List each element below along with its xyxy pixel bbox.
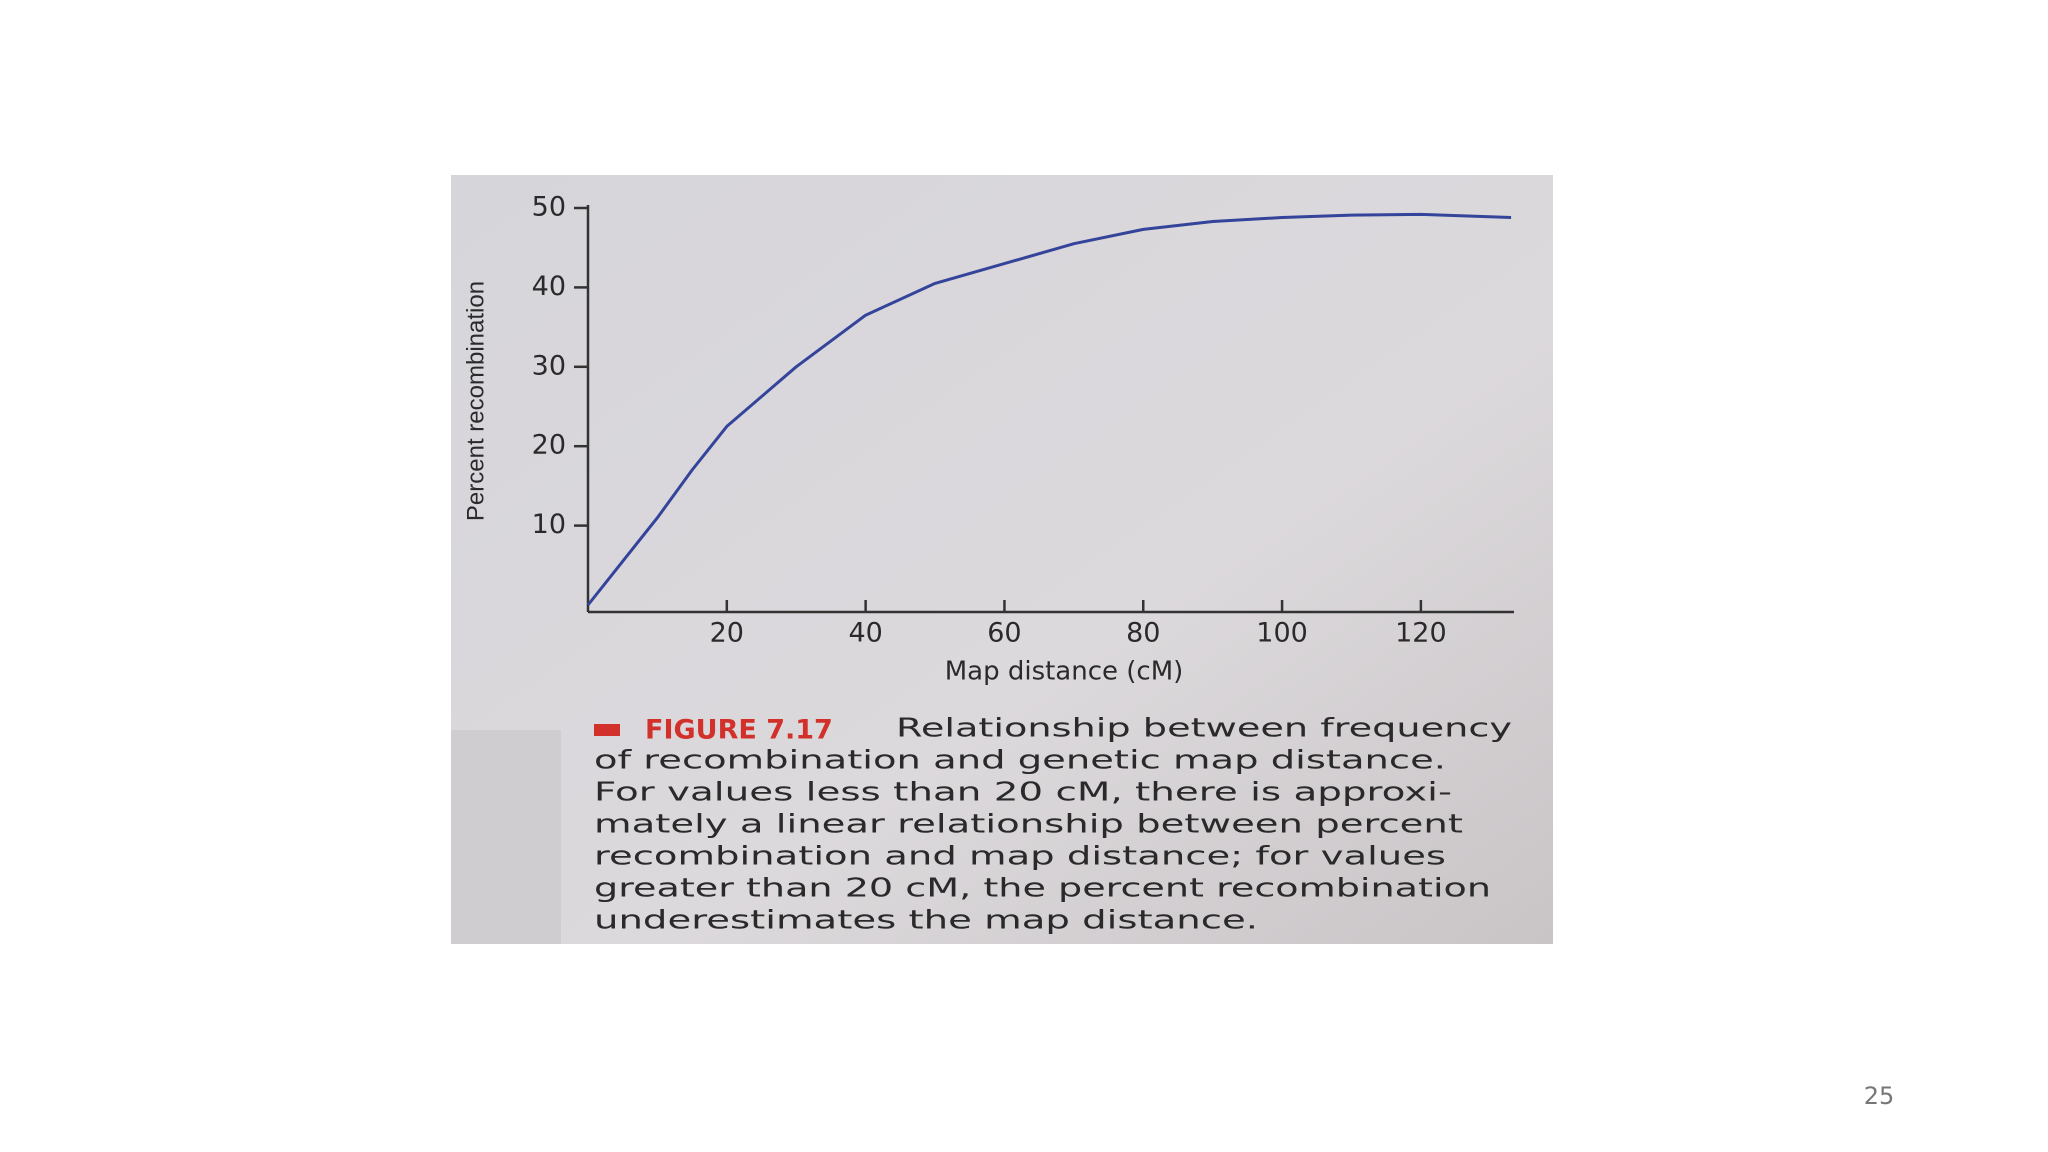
caption-line: mately a linear relationship between per…: [594, 810, 1463, 840]
y-tick-label: 20: [532, 430, 566, 461]
x-tick-label: 60: [987, 618, 1021, 649]
caption-line: For values less than 20 cM, there is app…: [594, 778, 1452, 808]
photo: [451, 175, 1553, 944]
caption-line: of recombination and genetic map distanc…: [594, 746, 1446, 776]
y-tick-label: 40: [532, 271, 566, 302]
x-tick-label: 40: [848, 618, 882, 649]
x-tick-label: 120: [1395, 618, 1447, 649]
caption-line: greater than 20 cM, the percent recombin…: [594, 874, 1491, 904]
y-tick-label: 30: [532, 350, 566, 381]
x-tick-label: 80: [1126, 618, 1160, 649]
x-tick-label: 100: [1256, 618, 1308, 649]
x-tick-label: 20: [710, 618, 744, 649]
figure-marker: [594, 724, 620, 736]
data-line: [586, 212, 1512, 606]
y-tick-label: 50: [532, 192, 566, 223]
caption-line: Relationship between frequency: [896, 714, 1512, 744]
caption-line: recombination and map distance; for valu…: [594, 842, 1446, 872]
photo-edge: [451, 730, 561, 944]
x-axis-title: Map distance (cM): [945, 657, 1184, 687]
page-number: 25: [1864, 1082, 1895, 1110]
figure-label: FIGURE 7.17: [645, 715, 833, 746]
y-tick-label: 10: [532, 509, 566, 540]
caption-line: underestimates the map distance.: [594, 906, 1258, 936]
y-axis-title: Percent recombination: [462, 281, 489, 521]
